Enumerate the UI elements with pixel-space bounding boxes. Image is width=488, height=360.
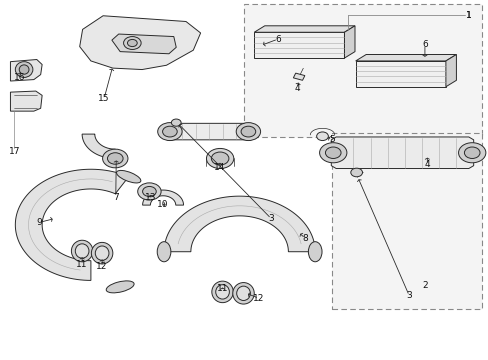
Ellipse shape [236, 123, 260, 140]
Polygon shape [355, 61, 445, 87]
Polygon shape [80, 16, 200, 69]
Polygon shape [163, 123, 249, 140]
Text: 4: 4 [294, 84, 299, 93]
Text: 12: 12 [96, 262, 107, 271]
Ellipse shape [127, 40, 137, 46]
Text: 1: 1 [465, 10, 471, 19]
Text: 13: 13 [145, 193, 156, 202]
Polygon shape [10, 91, 42, 111]
Ellipse shape [95, 246, 109, 260]
Ellipse shape [319, 143, 346, 163]
Ellipse shape [116, 170, 141, 183]
Ellipse shape [123, 37, 141, 49]
Ellipse shape [211, 152, 228, 165]
Ellipse shape [102, 149, 128, 168]
Text: 11: 11 [76, 260, 88, 269]
Text: 8: 8 [302, 234, 308, 243]
Ellipse shape [308, 242, 322, 262]
Polygon shape [142, 190, 183, 205]
Text: 16: 16 [15, 73, 26, 82]
Bar [331, 134, 482, 309]
Polygon shape [445, 54, 455, 87]
Ellipse shape [325, 147, 340, 158]
Text: 6: 6 [275, 35, 281, 44]
Text: 14: 14 [213, 163, 224, 172]
Polygon shape [330, 137, 473, 168]
Ellipse shape [71, 240, 93, 262]
Ellipse shape [15, 62, 33, 77]
Text: 9: 9 [37, 218, 42, 227]
Text: 15: 15 [98, 94, 110, 103]
Ellipse shape [171, 119, 181, 126]
Polygon shape [10, 59, 42, 81]
Polygon shape [421, 148, 432, 156]
Ellipse shape [19, 65, 29, 74]
Text: 2: 2 [421, 280, 427, 289]
Ellipse shape [157, 242, 170, 262]
Polygon shape [254, 32, 344, 58]
Text: 11: 11 [216, 284, 228, 293]
Polygon shape [15, 169, 128, 280]
Polygon shape [293, 73, 304, 80]
Ellipse shape [106, 281, 134, 293]
Ellipse shape [464, 147, 479, 158]
Text: 4: 4 [424, 161, 429, 170]
Polygon shape [254, 26, 354, 32]
Ellipse shape [458, 143, 485, 163]
Ellipse shape [206, 148, 233, 168]
Polygon shape [344, 26, 354, 58]
Text: 7: 7 [113, 193, 119, 202]
Ellipse shape [350, 168, 362, 177]
Polygon shape [112, 34, 176, 54]
Text: 6: 6 [421, 40, 427, 49]
Ellipse shape [232, 283, 254, 304]
Text: 17: 17 [9, 147, 20, 156]
Ellipse shape [107, 153, 123, 164]
Ellipse shape [211, 281, 233, 303]
Ellipse shape [316, 132, 328, 140]
Ellipse shape [241, 126, 255, 137]
Polygon shape [163, 196, 315, 252]
Text: 5: 5 [329, 135, 334, 144]
Text: 12: 12 [253, 294, 264, 303]
Ellipse shape [236, 286, 250, 301]
Polygon shape [82, 134, 115, 158]
Ellipse shape [158, 123, 182, 140]
Ellipse shape [162, 126, 177, 137]
Text: 10: 10 [157, 200, 168, 209]
Ellipse shape [138, 183, 161, 200]
Ellipse shape [75, 244, 89, 258]
Text: 1: 1 [465, 10, 471, 19]
Ellipse shape [91, 242, 113, 264]
Ellipse shape [215, 285, 229, 299]
Text: 3: 3 [406, 291, 411, 300]
Bar [244, 4, 482, 137]
Ellipse shape [142, 186, 156, 197]
Polygon shape [355, 54, 455, 61]
Text: 3: 3 [268, 214, 274, 223]
